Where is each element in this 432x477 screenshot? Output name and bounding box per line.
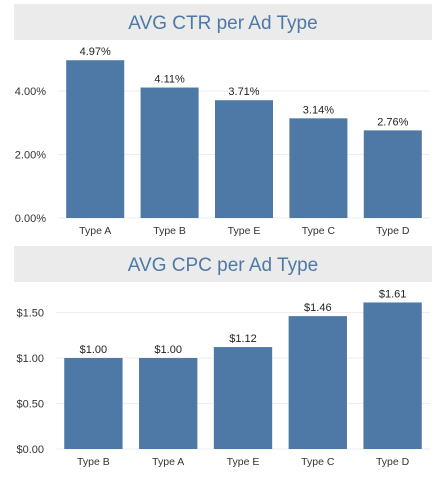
category-label: Type B: [153, 225, 186, 237]
chart-title: AVG CPC per Ad Type: [128, 255, 318, 276]
bar: [215, 100, 273, 218]
data-label: 4.97%: [80, 46, 111, 58]
category-label: Type E: [228, 225, 261, 237]
data-label: $1.00: [154, 344, 182, 356]
category-label: Type D: [376, 456, 410, 468]
bar: [141, 88, 199, 218]
data-label: $1.12: [229, 333, 257, 345]
bar: [64, 358, 122, 449]
y-tick-label: $1.50: [16, 307, 44, 319]
bar: [66, 60, 124, 218]
data-label: 2.76%: [377, 116, 408, 128]
category-label: Type C: [301, 456, 335, 468]
data-label: 3.71%: [228, 86, 259, 98]
y-tick-label: 2.00%: [15, 150, 46, 162]
chart-title: AVG CTR per Ad Type: [128, 13, 317, 34]
category-label: Type A: [79, 225, 111, 237]
y-tick-label: 0.00%: [15, 213, 46, 225]
category-label: Type C: [302, 225, 336, 237]
data-label: 4.11%: [154, 74, 185, 86]
y-tick-label: $0.50: [16, 398, 44, 410]
bar: [139, 358, 197, 449]
y-tick-label: $1.00: [16, 353, 44, 365]
y-tick-label: $0.00: [16, 444, 44, 456]
bar: [289, 118, 347, 218]
bar: [214, 347, 272, 449]
data-label: $1.46: [304, 302, 332, 314]
y-tick-label: 4.00%: [15, 86, 46, 98]
data-label: $1.61: [379, 288, 407, 300]
bar: [289, 316, 347, 449]
category-label: Type B: [77, 456, 110, 468]
chart-2: AVG CPC per Ad Type $0.00 $0.50 $1.00 $1.50 $…: [14, 246, 432, 468]
chart-1: AVG CTR per Ad Type 0.00% 2.00% 4.00% 4.97% T…: [14, 4, 432, 237]
bar: [363, 302, 421, 449]
bar: [364, 130, 422, 218]
data-label: $1.00: [80, 344, 108, 356]
category-label: Type E: [227, 456, 260, 468]
category-label: Type D: [376, 225, 410, 237]
data-label: 3.14%: [303, 104, 334, 116]
category-label: Type A: [152, 456, 184, 468]
